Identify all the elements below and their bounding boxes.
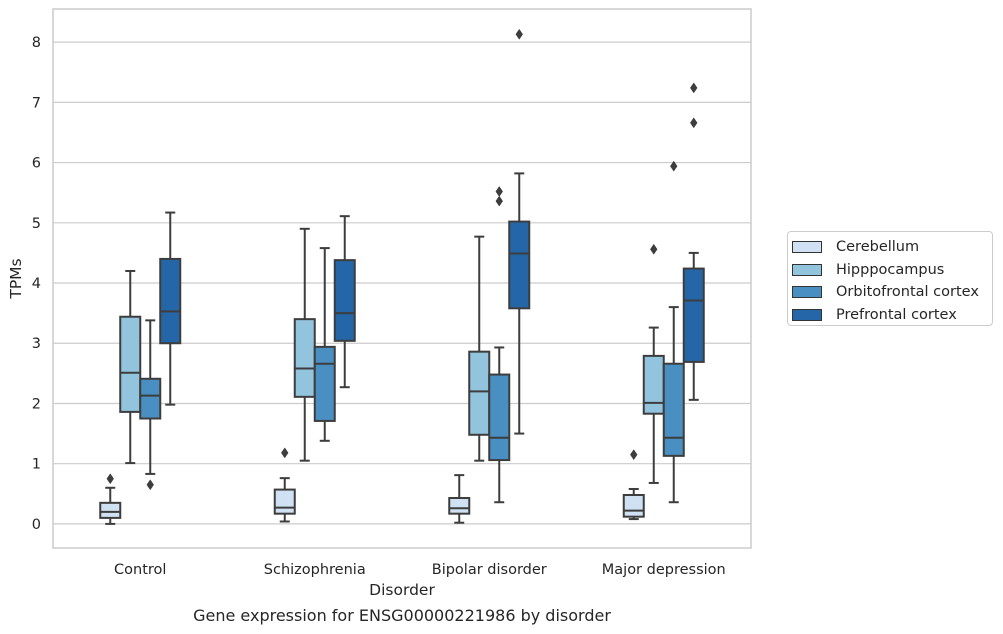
legend-label-prefrontal: Prefrontal cortex xyxy=(836,306,957,323)
box-2-3 xyxy=(508,220,531,310)
plot-frame xyxy=(52,8,752,549)
figure-caption: Gene expression for ENSG00000221986 by d… xyxy=(193,606,611,625)
box-0-2-flier xyxy=(146,479,154,491)
legend-item-orbitofrontal: Orbitofrontal cortex xyxy=(792,281,992,304)
x-tick-label: Bipolar disorder xyxy=(432,562,547,578)
box-3-2-flier xyxy=(670,160,678,172)
x-tick-label: Control xyxy=(114,562,166,578)
box-2-3-flier xyxy=(515,28,523,40)
box-3-1 xyxy=(642,354,665,415)
y-axis-label: TPMs xyxy=(7,258,25,299)
legend-swatch-cerebellum xyxy=(792,241,822,254)
box-0-2 xyxy=(139,377,162,420)
legend-item-cerebellum: Cerebellum xyxy=(792,236,992,259)
legend-swatch-orbitofrontal xyxy=(792,286,822,299)
box-2-2-flier xyxy=(495,195,503,207)
box-1-1 xyxy=(293,318,316,398)
box-2-0 xyxy=(448,497,471,515)
box-1-0 xyxy=(273,488,296,515)
box-2-1 xyxy=(468,350,491,436)
box-1-2 xyxy=(313,345,336,422)
box-3-1-flier xyxy=(650,243,658,255)
y-tick-label: 4 xyxy=(32,276,41,292)
box-3-3 xyxy=(682,267,705,363)
y-tick-label: 5 xyxy=(32,216,41,232)
box-2-2-flier xyxy=(495,186,503,197)
y-tick-label: 1 xyxy=(32,457,41,473)
legend-item-prefrontal: Prefrontal cortex xyxy=(792,304,992,327)
legend: Cerebellum Hipppocampus Orbitofrontal co… xyxy=(787,231,993,326)
y-tick-label: 8 xyxy=(32,35,41,51)
box-1-0-flier xyxy=(281,447,289,459)
box-0-0-flier xyxy=(106,473,114,485)
box-1-3 xyxy=(333,259,356,342)
x-tick-label: Schizophrenia xyxy=(264,562,366,578)
y-tick-label: 6 xyxy=(32,156,41,172)
legend-label-cerebellum: Cerebellum xyxy=(836,239,920,256)
box-3-0 xyxy=(622,494,645,518)
legend-swatch-prefrontal xyxy=(792,308,822,321)
box-3-3-flier xyxy=(690,117,698,129)
y-tick-label: 7 xyxy=(32,95,41,111)
legend-swatch-hippocampus xyxy=(792,263,822,276)
x-axis-label: Disorder xyxy=(369,581,435,599)
legend-label-orbitofrontal: Orbitofrontal cortex xyxy=(836,284,979,301)
box-0-3 xyxy=(159,257,182,345)
plot-area xyxy=(53,9,751,548)
box-0-0 xyxy=(99,501,122,519)
legend-label-hippocampus: Hipppocampus xyxy=(836,261,945,278)
box-3-3-flier xyxy=(690,82,698,94)
box-0-1 xyxy=(119,315,142,413)
box-2-2 xyxy=(488,373,511,462)
y-tick-label: 2 xyxy=(32,396,41,412)
y-tick-label: 0 xyxy=(32,517,41,533)
legend-item-hippocampus: Hipppocampus xyxy=(792,259,992,282)
x-tick-label: Major depression xyxy=(602,562,726,578)
y-tick-label: 3 xyxy=(32,336,41,352)
box-3-2 xyxy=(662,362,685,457)
box-3-0-flier xyxy=(630,449,638,461)
